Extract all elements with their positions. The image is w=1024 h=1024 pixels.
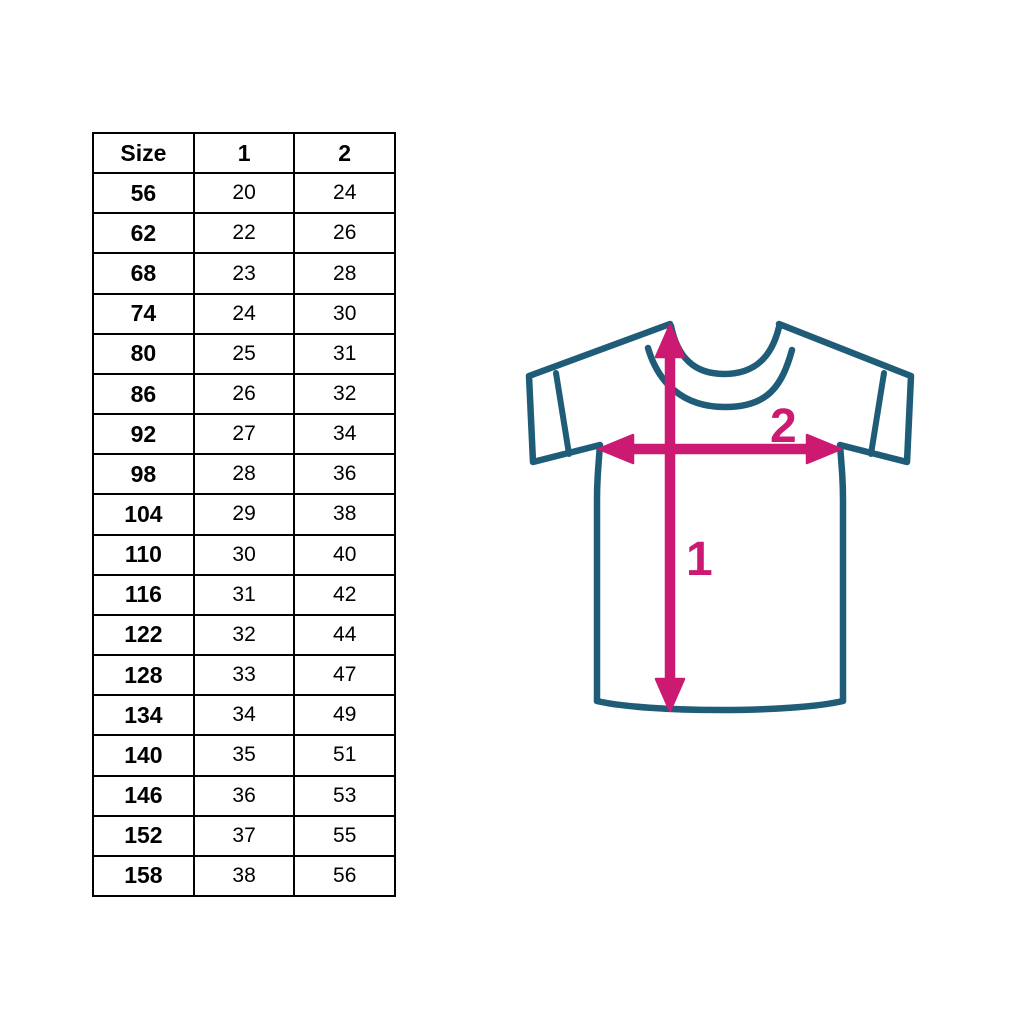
svg-text:2: 2 bbox=[770, 400, 797, 453]
svg-text:1: 1 bbox=[686, 533, 713, 586]
